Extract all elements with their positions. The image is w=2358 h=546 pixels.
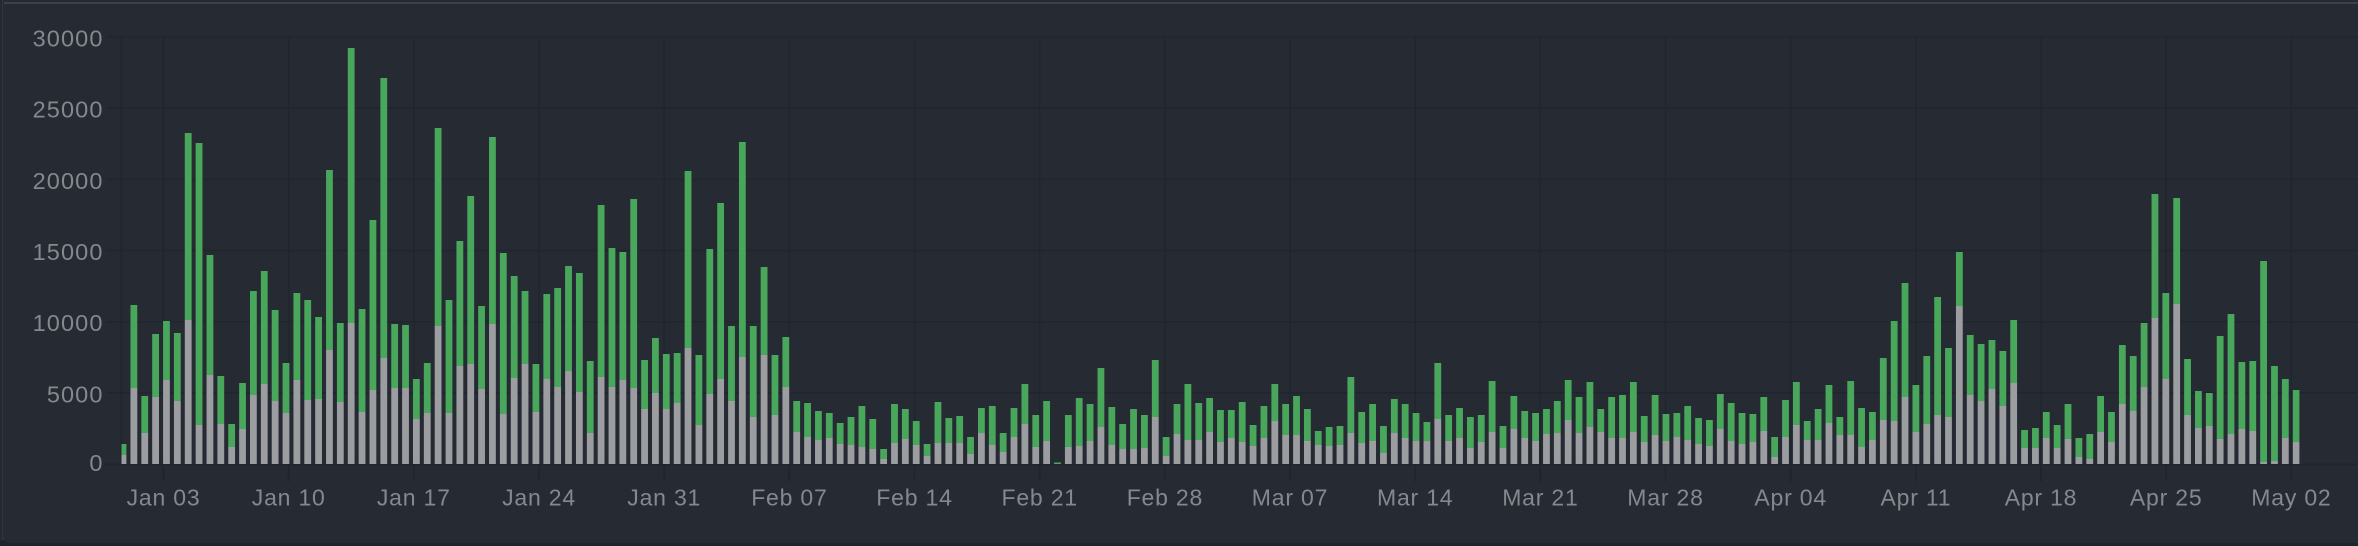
svg-text:Feb 28: Feb 28 [1127,485,1203,511]
svg-text:Apr 11: Apr 11 [1880,485,1951,511]
svg-text:5000: 5000 [47,381,104,407]
svg-text:Feb 07: Feb 07 [751,485,827,511]
svg-text:25000: 25000 [33,97,104,123]
svg-text:Mar 21: Mar 21 [1502,485,1578,511]
svg-text:Jan 10: Jan 10 [252,485,326,511]
svg-text:Mar 07: Mar 07 [1252,485,1328,511]
svg-text:Apr 18: Apr 18 [2005,485,2078,511]
svg-text:Mar 28: Mar 28 [1627,485,1703,511]
svg-text:Feb 21: Feb 21 [1001,485,1077,511]
svg-text:Jan 17: Jan 17 [377,485,451,511]
svg-text:0: 0 [89,450,103,476]
svg-text:Jan 24: Jan 24 [502,485,576,511]
svg-text:10000: 10000 [33,310,104,336]
svg-text:Mar 14: Mar 14 [1377,485,1453,511]
svg-text:Feb 14: Feb 14 [876,485,952,511]
svg-text:Apr 25: Apr 25 [2130,485,2203,511]
svg-text:20000: 20000 [33,168,104,194]
svg-text:Jan 03: Jan 03 [127,485,201,511]
svg-text:30000: 30000 [33,26,104,52]
svg-text:Jan 31: Jan 31 [627,485,701,511]
svg-text:15000: 15000 [33,239,104,265]
svg-text:Apr 04: Apr 04 [1754,485,1827,511]
svg-text:May 02: May 02 [2251,485,2331,511]
